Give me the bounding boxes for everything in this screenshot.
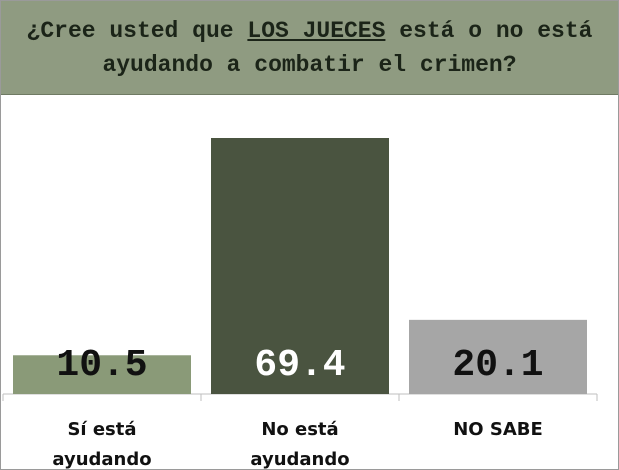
- value-label: 69.4: [254, 344, 345, 387]
- title-text: ¿Cree usted que LOS JUECES está o no est…: [15, 14, 604, 82]
- title-part: ¿Cree usted que: [26, 17, 234, 44]
- bar: [409, 319, 587, 394]
- title-part: está o no está ayudando a combatir el cr…: [102, 17, 593, 78]
- chart-title: ¿Cree usted que LOS JUECES está o no est…: [1, 1, 618, 95]
- value-label: 20.1: [452, 344, 543, 387]
- x-tick-label: NO SABE: [453, 419, 543, 440]
- value-label: 10.5: [56, 344, 147, 387]
- x-tick-label: Sí está ayudando: [52, 419, 151, 469]
- bar: [211, 138, 389, 394]
- x-tick-label: No está ayudando: [250, 419, 349, 469]
- bar: [13, 355, 191, 394]
- title-emphasis: LOS JUECES: [247, 17, 386, 44]
